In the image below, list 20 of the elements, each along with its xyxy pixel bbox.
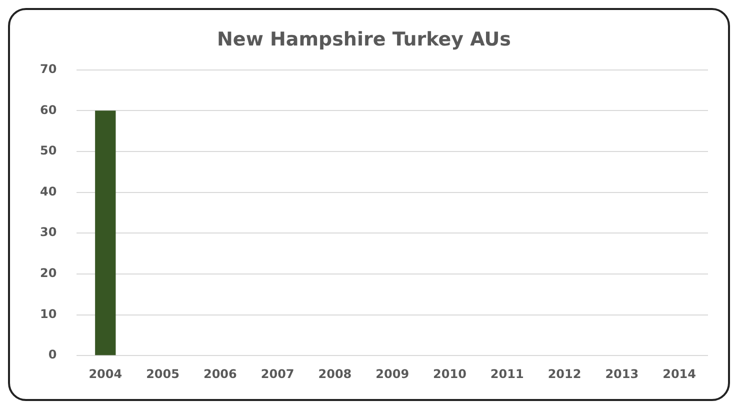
x-tick-label: 2014 (662, 366, 696, 381)
y-tick-label: 40 (40, 184, 57, 198)
x-tick-label: 2013 (605, 366, 639, 381)
y-tick-label: 0 (48, 348, 57, 362)
y-tick-label: 70 (40, 62, 57, 76)
x-tick-label: 2012 (548, 366, 582, 381)
y-tick-label: 30 (40, 225, 57, 240)
x-tick-label: 2009 (376, 366, 410, 381)
chart-title: New Hampshire Turkey AUs (217, 28, 511, 50)
x-tick-label: 2004 (88, 366, 122, 381)
y-tick-label: 50 (40, 144, 57, 158)
x-tick-label: 2007 (260, 366, 294, 381)
y-tick-label: 60 (40, 102, 57, 117)
x-tick-label: 2008 (318, 366, 352, 381)
x-tick-label: 2005 (146, 366, 180, 381)
y-tick-label: 10 (40, 306, 57, 321)
x-tick-label: 2006 (203, 366, 237, 381)
x-tick-label: 2010 (433, 366, 466, 381)
y-tick-label: 20 (40, 266, 57, 280)
x-tick-label: 2011 (490, 366, 524, 381)
